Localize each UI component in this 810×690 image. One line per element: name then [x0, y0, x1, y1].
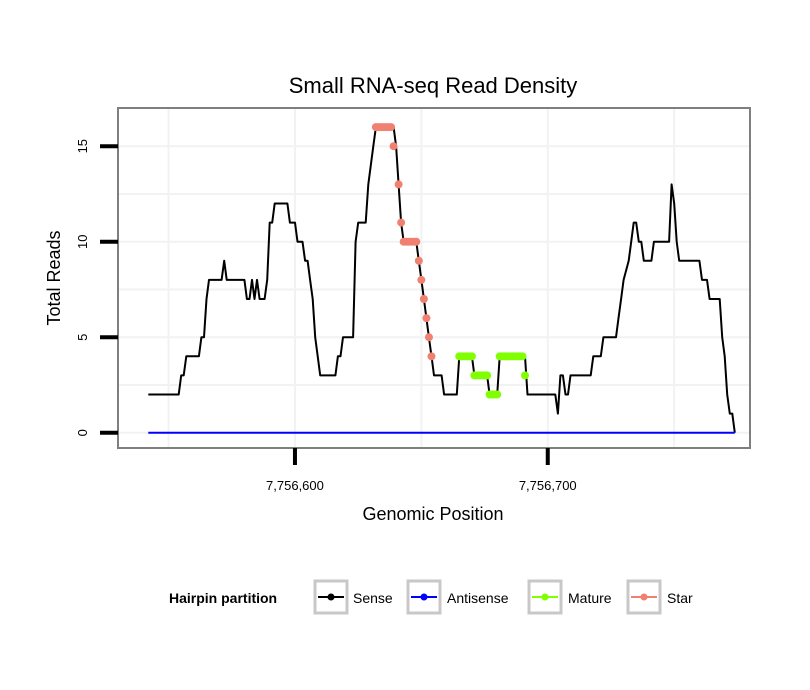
star-point [387, 123, 396, 132]
x-tick-label: 7,756,600 [266, 478, 324, 493]
axis-ticks: 0 5 10 15 7,756,600 7,756,700 [75, 139, 577, 493]
star-point [419, 295, 428, 304]
star-point [417, 275, 426, 284]
plot-panel [117, 107, 751, 449]
legend-key-dot-antisense [420, 593, 428, 601]
star-point [414, 256, 423, 265]
chart-title: Small RNA-seq Read Density [289, 73, 578, 98]
legend-title: Hairpin partition [169, 590, 277, 606]
legend-label-sense: Sense [353, 590, 393, 606]
mature-point [518, 352, 527, 361]
y-axis-title: Total Reads [44, 230, 64, 325]
series-points [371, 123, 530, 399]
legend-key-dot-star [640, 593, 648, 601]
star-point [389, 142, 398, 151]
legend-key-dot-sense [327, 593, 335, 601]
mature-point [483, 371, 492, 380]
mature-point [467, 352, 476, 361]
y-tick-label: 0 [75, 429, 90, 436]
star-point [427, 352, 436, 361]
legend-key-dot-mature [541, 593, 549, 601]
y-tick-label: 15 [75, 139, 90, 153]
legend-label-mature: Mature [568, 590, 612, 606]
y-tick-label: 5 [75, 334, 90, 341]
mature-point [521, 371, 530, 380]
legend-label-star: Star [667, 590, 693, 606]
y-tick-label: 10 [75, 234, 90, 248]
legend: Hairpin partition Sense Antisense Mature St… [169, 579, 693, 615]
star-point [394, 180, 403, 189]
x-axis-title: Genomic Position [362, 504, 503, 524]
mature-point [493, 390, 502, 399]
legend-label-antisense: Antisense [447, 590, 509, 606]
star-point [422, 314, 431, 323]
x-tick-label: 7,756,700 [519, 478, 577, 493]
star-point [424, 333, 433, 342]
series-lines [148, 126, 736, 434]
star-point [397, 218, 406, 227]
sense-line [148, 126, 736, 433]
star-point [412, 237, 421, 246]
